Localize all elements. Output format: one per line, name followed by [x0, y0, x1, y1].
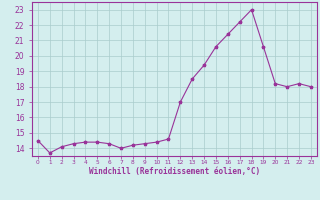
X-axis label: Windchill (Refroidissement éolien,°C): Windchill (Refroidissement éolien,°C): [89, 167, 260, 176]
